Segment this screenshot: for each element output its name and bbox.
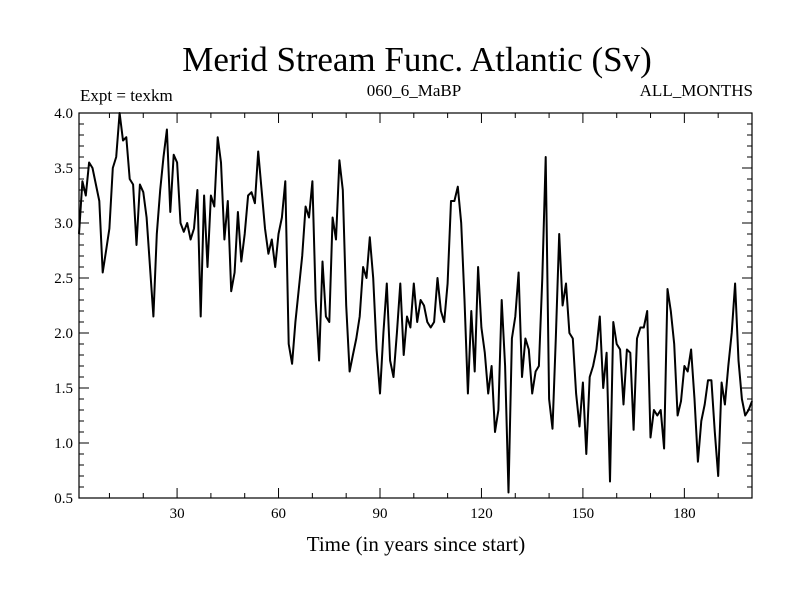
subtitle-period: 060_6_MaBP: [367, 81, 461, 100]
y-tick-label: 3.0: [54, 216, 73, 232]
x-tick-label: 60: [271, 506, 286, 522]
x-tick-label: 180: [673, 506, 696, 522]
x-tick-label: 30: [170, 506, 185, 522]
y-tick-label: 3.5: [54, 161, 73, 177]
chart-title: Merid Stream Func. Atlantic (Sv): [182, 40, 652, 79]
y-tick-label: 0.5: [54, 491, 73, 507]
x-axis-label: Time (in years since start): [307, 532, 526, 556]
plot-frame: [78, 112, 753, 499]
x-axis: 30 60 90 120 150 180: [108, 113, 753, 522]
subtitle-months: ALL_MONTHS: [640, 81, 753, 100]
data-series-line: [78, 112, 753, 494]
x-tick-label: 150: [572, 506, 595, 522]
y-axis: 0.5 1.0 1.5 2.0 2.5 3.0 3.5 4.0: [54, 106, 752, 507]
x-tick-label: 90: [372, 506, 387, 522]
y-tick-label: 2.0: [54, 326, 73, 342]
y-tick-label: 4.0: [54, 106, 73, 122]
y-tick-label: 2.5: [54, 271, 73, 287]
y-tick-label: 1.5: [54, 381, 73, 397]
y-tick-label: 1.0: [54, 436, 73, 452]
x-tick-label: 120: [470, 506, 493, 522]
subtitle-experiment: Expt = texkm: [80, 86, 173, 105]
